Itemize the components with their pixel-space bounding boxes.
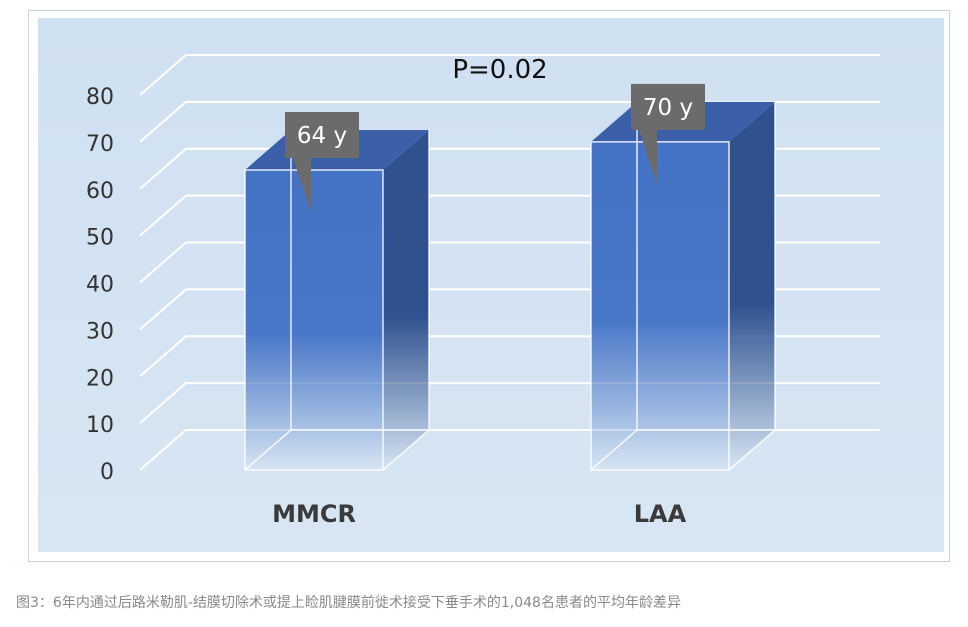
bar-side-face xyxy=(729,101,775,470)
y-axis-ticks: 0 10 20 30 40 50 60 70 80 xyxy=(86,85,114,485)
y-tick-label: 0 xyxy=(100,460,114,485)
bar-outline xyxy=(590,101,776,471)
data-label: 70 y xyxy=(643,95,693,121)
callout-box xyxy=(285,112,359,158)
y-tick-label: 80 xyxy=(86,85,114,110)
bar-chart: 0 10 20 30 40 50 60 70 80 64 y 70 y MMCR LAA P=0.0… xyxy=(38,18,944,552)
y-tick-label: 70 xyxy=(86,132,114,157)
bars: 64 y 70 y xyxy=(244,83,776,471)
x-tick-label: MMCR xyxy=(272,500,356,528)
bar-laa: 70 y xyxy=(590,83,776,471)
plot-background xyxy=(38,18,944,552)
y-tick-label: 50 xyxy=(86,226,114,251)
callout-pointer xyxy=(639,129,657,184)
bar-outline xyxy=(244,130,430,471)
gridline xyxy=(139,54,880,96)
x-axis-ticks: MMCR LAA xyxy=(272,500,687,528)
data-label: 64 y xyxy=(297,123,347,149)
p-value-annotation: P=0.02 xyxy=(452,55,547,85)
y-tick-label: 10 xyxy=(86,413,114,438)
x-tick-label: LAA xyxy=(634,500,687,528)
y-tick-label: 60 xyxy=(86,179,114,204)
callout-box xyxy=(631,83,705,130)
callout-pointer xyxy=(293,158,311,212)
figure-caption: 图3：6年内通过后路米勒肌-结膜切除术或提上睑肌腱膜前徙术接受下垂手术的1,04… xyxy=(16,595,681,611)
bar-front-face xyxy=(591,141,729,470)
bar-mmcr: 64 y xyxy=(244,112,430,471)
chart-frame xyxy=(28,10,950,562)
bar-side-face xyxy=(383,130,429,470)
y-tick-label: 20 xyxy=(86,366,114,391)
bar-front-face xyxy=(245,170,383,470)
y-tick-label: 40 xyxy=(86,273,114,298)
y-tick-label: 30 xyxy=(86,319,114,344)
